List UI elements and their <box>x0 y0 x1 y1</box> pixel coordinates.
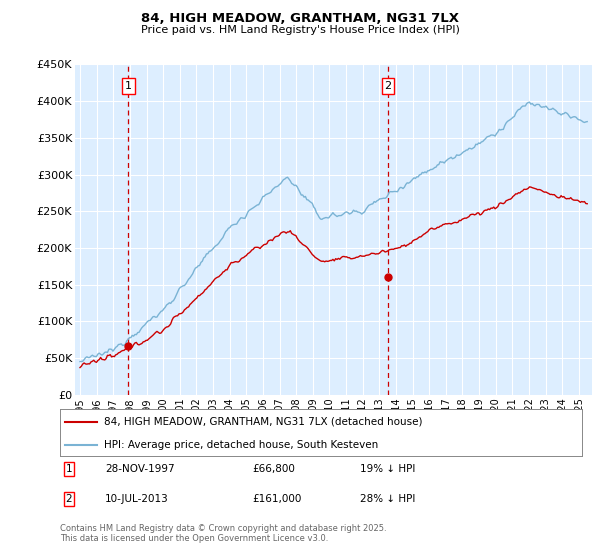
Text: 2: 2 <box>385 81 392 91</box>
Text: £161,000: £161,000 <box>252 494 301 504</box>
Text: Price paid vs. HM Land Registry's House Price Index (HPI): Price paid vs. HM Land Registry's House … <box>140 25 460 35</box>
Text: 28-NOV-1997: 28-NOV-1997 <box>105 464 175 474</box>
Text: Contains HM Land Registry data © Crown copyright and database right 2025.
This d: Contains HM Land Registry data © Crown c… <box>60 524 386 543</box>
Text: 84, HIGH MEADOW, GRANTHAM, NG31 7LX: 84, HIGH MEADOW, GRANTHAM, NG31 7LX <box>141 12 459 25</box>
Text: 84, HIGH MEADOW, GRANTHAM, NG31 7LX (detached house): 84, HIGH MEADOW, GRANTHAM, NG31 7LX (det… <box>104 417 423 427</box>
Text: 1: 1 <box>125 81 132 91</box>
Text: 10-JUL-2013: 10-JUL-2013 <box>105 494 169 504</box>
Text: 28% ↓ HPI: 28% ↓ HPI <box>360 494 415 504</box>
Text: £66,800: £66,800 <box>252 464 295 474</box>
Text: 1: 1 <box>65 464 73 474</box>
Text: 2: 2 <box>65 494 73 504</box>
Text: HPI: Average price, detached house, South Kesteven: HPI: Average price, detached house, Sout… <box>104 440 379 450</box>
Text: 19% ↓ HPI: 19% ↓ HPI <box>360 464 415 474</box>
